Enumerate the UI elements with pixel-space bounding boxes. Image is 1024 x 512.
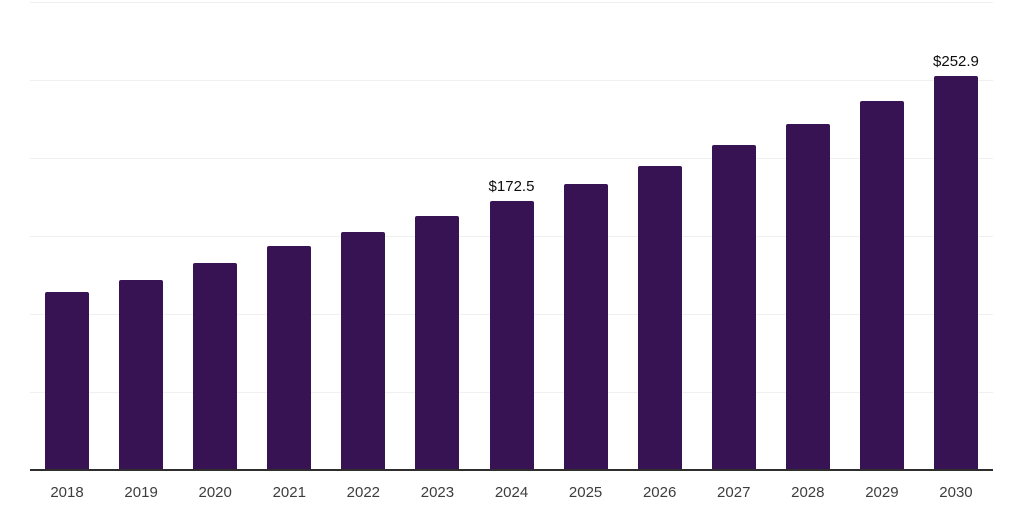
gridline-250 <box>30 80 993 81</box>
bar-slot-2023 <box>400 2 474 470</box>
x-tick-label-2018: 2018 <box>50 484 84 501</box>
x-tick-label-2030: 2030 <box>939 484 973 501</box>
bar-2021 <box>267 245 312 470</box>
x-tick-label-2022: 2022 <box>346 484 381 501</box>
bar-2023 <box>415 215 460 470</box>
x-tick-label-2019: 2019 <box>124 484 158 501</box>
bar-slot-2029 <box>845 2 919 470</box>
bar-2025 <box>563 183 608 470</box>
x-tick-label-2027: 2027 <box>717 484 751 501</box>
x-tick-label-2024: 2024 <box>494 484 529 501</box>
x-tick-label-2020: 2020 <box>198 484 232 501</box>
bar-slot-2027 <box>697 2 771 470</box>
bar-2029 <box>859 101 904 470</box>
bar-2024 <box>489 200 534 470</box>
bar-2028 <box>785 124 830 470</box>
bar-slot-2021 <box>252 2 326 470</box>
plot-area: $172.5 $252.9 <box>30 2 993 471</box>
bar-slot-2028 <box>771 2 845 470</box>
gridline-200 <box>30 158 993 159</box>
x-tick-label-2029: 2029 <box>865 484 899 501</box>
x-tick-label-2021: 2021 <box>272 484 306 501</box>
x-tick-label-2023: 2023 <box>420 484 455 501</box>
bar-slot-2022 <box>326 2 400 470</box>
gridline-300 <box>30 2 993 3</box>
x-tick-label-2025: 2025 <box>568 484 603 501</box>
bar-2027 <box>711 144 756 470</box>
bar-slot-2025 <box>549 2 623 470</box>
bar-value-label-2024: $172.5 <box>488 177 535 195</box>
bar-series: $172.5 $252.9 <box>30 2 993 470</box>
x-axis-line <box>30 469 993 471</box>
x-axis-tick-labels: 2018 2019 2020 2021 2022 2023 2024 2025 2026 2027… <box>30 484 993 502</box>
bar-2026 <box>637 165 682 470</box>
bar-2019 <box>119 279 164 470</box>
x-tick-label-2028: 2028 <box>791 484 825 501</box>
bar-slot-2018 <box>30 2 104 470</box>
bar-2018 <box>45 291 90 470</box>
bar-2020 <box>193 262 238 470</box>
x-tick-label-2026: 2026 <box>642 484 677 501</box>
bar-slot-2024: $172.5 <box>474 2 548 470</box>
bar-slot-2019 <box>104 2 178 470</box>
bar-slot-2020 <box>178 2 252 470</box>
bar-2030 <box>933 75 978 470</box>
bar-slot-2030: $252.9 <box>919 2 993 470</box>
bar-value-label-2030: $252.9 <box>933 52 979 70</box>
bar-2022 <box>341 231 386 470</box>
bar-slot-2026 <box>623 2 697 470</box>
